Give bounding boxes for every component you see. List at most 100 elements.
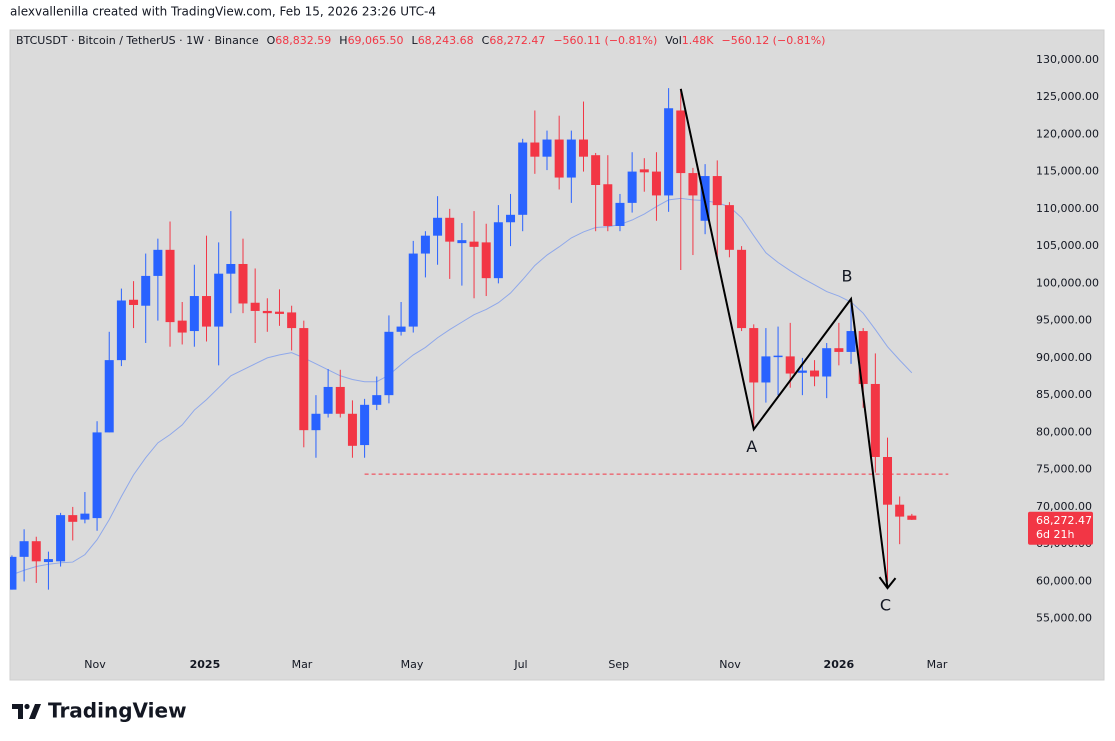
wave-label: B <box>842 267 853 286</box>
legend-value: 68,243.68 <box>418 34 474 47</box>
candle-body <box>639 169 649 173</box>
candle-body <box>469 241 479 247</box>
candle-body <box>761 356 771 383</box>
plot-area <box>10 88 949 590</box>
candle-body <box>104 360 114 433</box>
y-tick-label: 60,000.00 <box>1036 574 1092 587</box>
legend-key: C <box>482 34 490 47</box>
candle-body <box>457 240 467 244</box>
y-tick-label: 120,000.00 <box>1036 127 1099 140</box>
chart-background <box>9 29 1105 681</box>
legend-value: −560.12 (−0.81%) <box>721 34 825 47</box>
candle-body <box>360 404 370 446</box>
y-tick-label: 70,000.00 <box>1036 500 1092 513</box>
x-tick-label: 2025 <box>190 658 221 671</box>
candle-body <box>676 110 686 174</box>
candle-body <box>396 326 406 332</box>
candle-body <box>737 249 747 329</box>
symbol: BTCUSDT · Bitcoin / TetherUS · 1W · Bina… <box>16 34 259 47</box>
candle-body <box>907 515 917 520</box>
candle-body <box>153 249 163 276</box>
candle-body <box>420 235 430 254</box>
candle-body <box>433 217 443 236</box>
candle-body <box>323 386 333 414</box>
candle-body <box>834 348 844 352</box>
candle-body <box>749 328 759 383</box>
candle-body <box>688 173 698 196</box>
y-tick-label: 55,000.00 <box>1036 612 1092 625</box>
candle-body <box>627 171 637 203</box>
y-tick-label: 110,000.00 <box>1036 202 1099 215</box>
y-tick-label: 125,000.00 <box>1036 90 1099 103</box>
logo[interactable]: TradingView <box>12 699 187 723</box>
candle-body <box>481 242 491 279</box>
x-tick-label: May <box>401 658 424 671</box>
candle-body <box>445 217 455 242</box>
legend-value: 68,832.59 <box>275 34 331 47</box>
candle-body <box>712 176 722 206</box>
candle-body <box>250 302 260 311</box>
candle-body <box>189 296 199 332</box>
countdown-label: 6d 21h <box>1036 528 1074 541</box>
candle-body <box>43 559 53 563</box>
candle-body <box>895 504 905 517</box>
candle-body <box>408 253 418 327</box>
x-tick-label: Mar <box>927 658 948 671</box>
logo-icon <box>12 704 23 719</box>
candle-body <box>347 413 357 446</box>
candle-body <box>883 456 893 505</box>
candle-body <box>785 356 795 374</box>
attribution: alexvallenilla created with TradingView.… <box>10 5 436 19</box>
chart-legend: BTCUSDT · Bitcoin / TetherUS · 1W · Bina… <box>16 34 825 47</box>
candle-body <box>262 310 272 314</box>
candle-body <box>822 348 832 377</box>
candle-body <box>797 370 807 373</box>
candle-body <box>724 205 734 250</box>
logo-icon <box>24 703 30 710</box>
x-tick-label: 2026 <box>824 658 855 671</box>
candle-body <box>846 331 856 352</box>
x-tick-label: Mar <box>292 658 313 671</box>
candle-body <box>858 331 868 384</box>
candle-body <box>129 299 139 305</box>
candle-body <box>664 108 674 196</box>
candle-body <box>372 395 382 405</box>
y-tick-label: 130,000.00 <box>1036 53 1099 66</box>
y-tick-label: 90,000.00 <box>1036 351 1092 364</box>
x-tick-label: Nov <box>719 658 741 671</box>
y-tick-label: 85,000.00 <box>1036 388 1092 401</box>
x-tick-label: Jul <box>513 658 527 671</box>
candle-body <box>214 273 224 327</box>
candle-body <box>10 556 17 590</box>
legend-value: 1.48K <box>682 34 714 47</box>
candle-body <box>311 413 321 431</box>
candle-body <box>177 320 187 333</box>
candle-body <box>165 249 175 323</box>
y-tick-label: 105,000.00 <box>1036 239 1099 252</box>
legend-value: 69,065.50 <box>348 34 404 47</box>
candle-body <box>56 515 66 562</box>
candle-body <box>19 541 29 557</box>
logo-icon <box>29 704 41 719</box>
y-tick-label: 115,000.00 <box>1036 165 1099 178</box>
last-price-tag <box>1028 511 1093 545</box>
candle-body <box>202 296 212 327</box>
candle-body <box>603 184 613 226</box>
candle-body <box>92 432 102 519</box>
legend-value: −560.11 (−0.81%) <box>553 34 657 47</box>
candle-body <box>274 311 284 314</box>
y-tick-label: 95,000.00 <box>1036 314 1092 327</box>
candle-body <box>238 263 248 304</box>
candle-body <box>493 222 503 279</box>
candle-body <box>287 312 297 329</box>
candle-body <box>116 300 126 361</box>
candle-body <box>615 202 625 226</box>
candle-body <box>68 515 78 522</box>
candle-body <box>870 383 880 457</box>
legend-value: 68,272.47 <box>489 34 545 47</box>
candle-body <box>578 139 588 157</box>
candle-body <box>591 155 601 185</box>
candle-body <box>554 139 564 178</box>
candle-body <box>31 541 41 562</box>
